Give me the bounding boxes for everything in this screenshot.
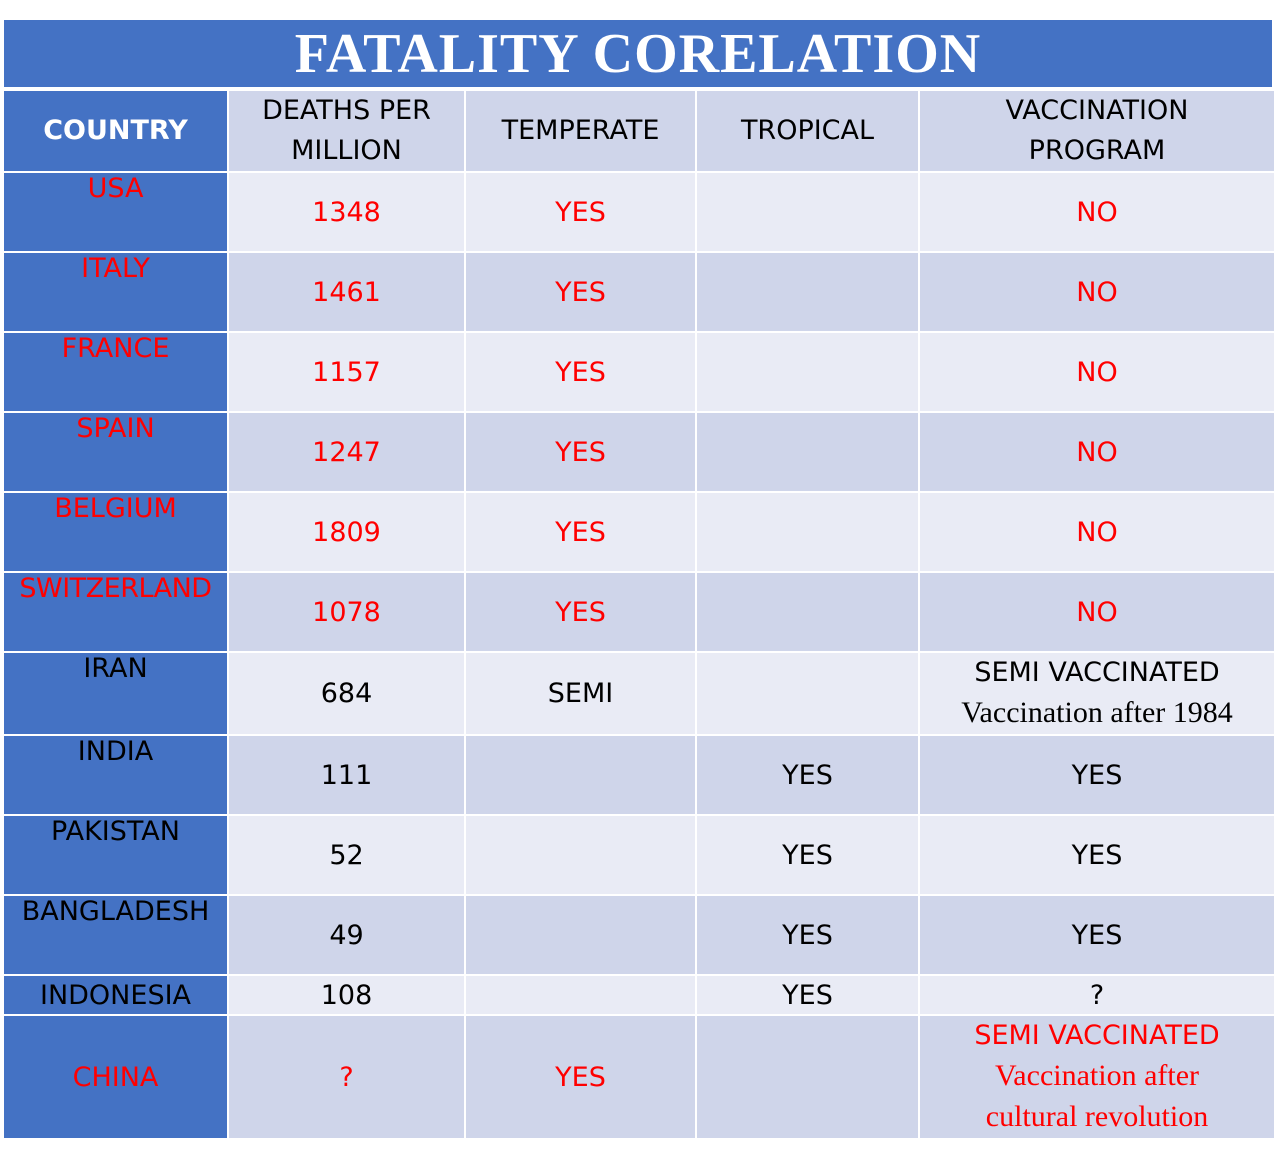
country-cell: BELGIUM bbox=[2, 491, 229, 573]
deaths-cell: 111 bbox=[227, 734, 466, 816]
vaccination-note-line1: Vaccination after bbox=[994, 1059, 1200, 1092]
vaccination-cell: YES bbox=[918, 894, 1276, 976]
vaccination-cell: SEMI VACCINATED Vaccination after cultur… bbox=[918, 1014, 1276, 1140]
temperate-cell: YES bbox=[464, 491, 697, 573]
header-vaccination-line1: VACCINATION bbox=[1005, 95, 1189, 126]
temperate-cell bbox=[464, 814, 697, 896]
country-cell: SWITZERLAND bbox=[2, 571, 229, 653]
deaths-cell: 1348 bbox=[227, 171, 466, 253]
deaths-cell: 52 bbox=[227, 814, 466, 896]
temperate-cell bbox=[464, 894, 697, 976]
country-cell: BANGLADESH bbox=[2, 894, 229, 976]
vaccination-cell: NO bbox=[918, 411, 1276, 493]
deaths-cell: 108 bbox=[227, 974, 466, 1016]
temperate-cell: YES bbox=[464, 331, 697, 413]
table-row: FRANCE 1157 YES NO bbox=[2, 331, 1276, 413]
deaths-cell: 1809 bbox=[227, 491, 466, 573]
tropical-cell: YES bbox=[695, 814, 920, 896]
table-row: USA 1348 YES NO bbox=[2, 171, 1276, 253]
table-row: ITALY 1461 YES NO bbox=[2, 251, 1276, 333]
table-row: CHINA ? YES SEMI VACCINATED Vaccination … bbox=[2, 1014, 1276, 1140]
country-cell: SPAIN bbox=[2, 411, 229, 493]
tropical-cell bbox=[695, 651, 920, 736]
vaccination-cell: NO bbox=[918, 491, 1276, 573]
tropical-cell bbox=[695, 171, 920, 253]
vaccination-cell: YES bbox=[918, 814, 1276, 896]
table-row: INDIA 111 YES YES bbox=[2, 734, 1276, 816]
table-row: BANGLADESH 49 YES YES bbox=[2, 894, 1276, 976]
vaccination-cell: NO bbox=[918, 251, 1276, 333]
temperate-cell: YES bbox=[464, 571, 697, 653]
country-cell: CHINA bbox=[2, 1014, 229, 1140]
temperate-cell bbox=[464, 734, 697, 816]
tropical-cell bbox=[695, 571, 920, 653]
deaths-cell: 1157 bbox=[227, 331, 466, 413]
country-cell: PAKISTAN bbox=[2, 814, 229, 896]
country-cell: USA bbox=[2, 171, 229, 253]
vaccination-cell: NO bbox=[918, 171, 1276, 253]
vaccination-note: Vaccination after 1984 bbox=[961, 696, 1233, 729]
header-deaths-line1: DEATHS PER bbox=[262, 95, 431, 126]
tropical-cell bbox=[695, 1014, 920, 1140]
header-deaths: DEATHS PER MILLION bbox=[227, 89, 466, 173]
title-bar: FATALITY CORELATION bbox=[4, 20, 1272, 87]
deaths-cell: 1247 bbox=[227, 411, 466, 493]
tropical-cell: YES bbox=[695, 974, 920, 1016]
country-cell: FRANCE bbox=[2, 331, 229, 413]
table-row: IRAN 684 SEMI SEMI VACCINATED Vaccinatio… bbox=[2, 651, 1276, 736]
country-cell: ITALY bbox=[2, 251, 229, 333]
temperate-cell bbox=[464, 974, 697, 1016]
fatality-table: COUNTRY DEATHS PER MILLION TEMPERATE TRO… bbox=[2, 89, 1276, 1140]
vaccination-status: SEMI VACCINATED bbox=[974, 1020, 1220, 1051]
country-cell: IRAN bbox=[2, 651, 229, 736]
temperate-cell: SEMI bbox=[464, 651, 697, 736]
header-country: COUNTRY bbox=[2, 89, 229, 173]
header-vaccination: VACCINATION PROGRAM bbox=[918, 89, 1276, 173]
vaccination-note-line2: cultural revolution bbox=[985, 1100, 1209, 1133]
vaccination-cell: NO bbox=[918, 331, 1276, 413]
header-deaths-line2: MILLION bbox=[291, 135, 402, 166]
table-row: PAKISTAN 52 YES YES bbox=[2, 814, 1276, 896]
table-row: BELGIUM 1809 YES NO bbox=[2, 491, 1276, 573]
header-temperate: TEMPERATE bbox=[464, 89, 697, 173]
tropical-cell: YES bbox=[695, 734, 920, 816]
vaccination-cell: SEMI VACCINATED Vaccination after 1984 bbox=[918, 651, 1276, 736]
header-vaccination-line2: PROGRAM bbox=[1028, 135, 1166, 166]
deaths-cell: 1461 bbox=[227, 251, 466, 333]
tropical-cell bbox=[695, 251, 920, 333]
tropical-cell: YES bbox=[695, 894, 920, 976]
table-row: SWITZERLAND 1078 YES NO bbox=[2, 571, 1276, 653]
vaccination-cell: YES bbox=[918, 734, 1276, 816]
tropical-cell bbox=[695, 331, 920, 413]
country-cell: INDONESIA bbox=[2, 974, 229, 1016]
tropical-cell bbox=[695, 411, 920, 493]
temperate-cell: YES bbox=[464, 1014, 697, 1140]
tropical-cell bbox=[695, 491, 920, 573]
deaths-cell: 49 bbox=[227, 894, 466, 976]
table-row: SPAIN 1247 YES NO bbox=[2, 411, 1276, 493]
country-cell: INDIA bbox=[2, 734, 229, 816]
header-row: COUNTRY DEATHS PER MILLION TEMPERATE TRO… bbox=[2, 89, 1276, 173]
deaths-cell: 1078 bbox=[227, 571, 466, 653]
header-tropical: TROPICAL bbox=[695, 89, 920, 173]
vaccination-status: SEMI VACCINATED bbox=[974, 657, 1220, 688]
page-title: FATALITY CORELATION bbox=[294, 22, 982, 85]
temperate-cell: YES bbox=[464, 251, 697, 333]
temperate-cell: YES bbox=[464, 171, 697, 253]
deaths-cell: ? bbox=[227, 1014, 466, 1140]
deaths-cell: 684 bbox=[227, 651, 466, 736]
table-row: INDONESIA 108 YES ? bbox=[2, 974, 1276, 1016]
temperate-cell: YES bbox=[464, 411, 697, 493]
vaccination-cell: NO bbox=[918, 571, 1276, 653]
vaccination-cell: ? bbox=[918, 974, 1276, 1016]
